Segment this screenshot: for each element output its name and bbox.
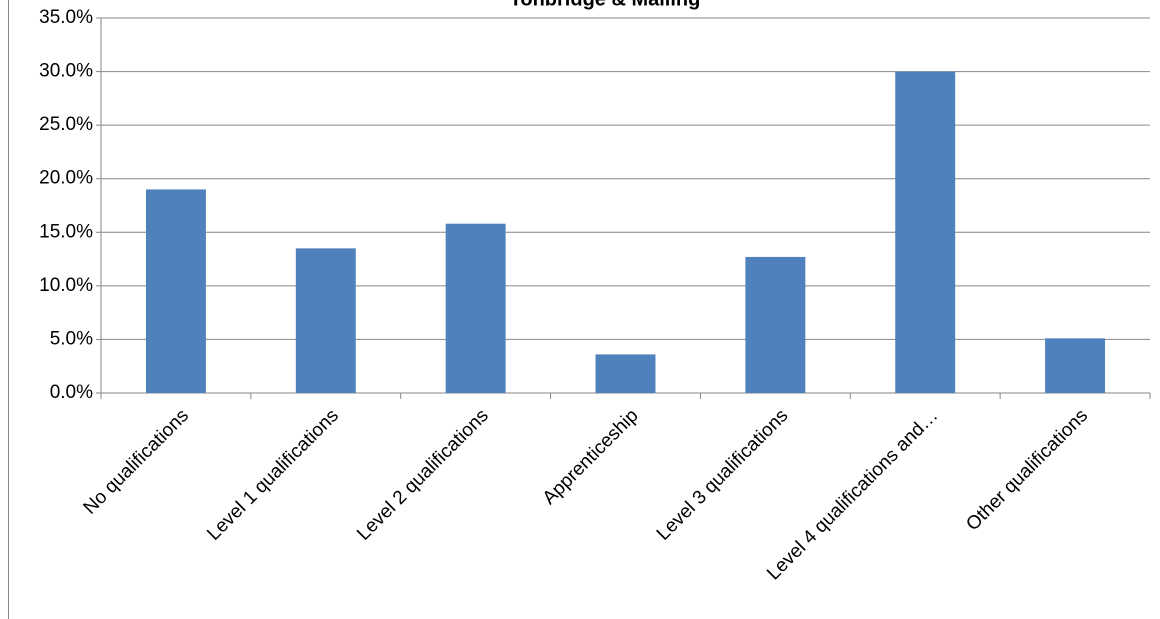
chart-title: Tonbridge & Malling	[510, 0, 701, 10]
y-tick-label: 15.0%	[39, 221, 93, 242]
y-tick-label: 25.0%	[39, 114, 93, 135]
y-tick-label: 5.0%	[50, 328, 93, 349]
y-tick-label: 10.0%	[39, 275, 93, 296]
bar	[595, 354, 656, 393]
y-tick-label: 20.0%	[39, 168, 93, 189]
bar	[1045, 338, 1106, 393]
bar	[145, 189, 206, 393]
y-tick-label: 0.0%	[50, 382, 93, 403]
bar	[895, 71, 956, 394]
bar	[745, 256, 806, 393]
y-tick-label: 30.0%	[39, 61, 93, 82]
y-tick-label: 35.0%	[39, 7, 93, 28]
bar	[295, 248, 356, 393]
bar	[445, 223, 506, 393]
